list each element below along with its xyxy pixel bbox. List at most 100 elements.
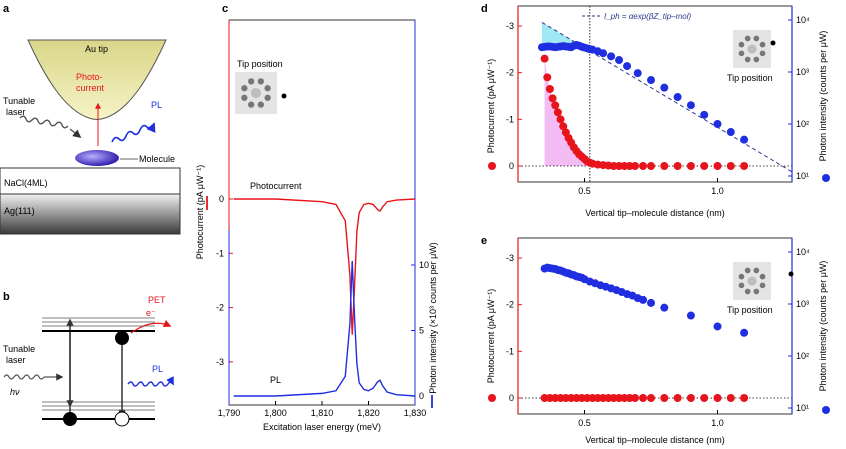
inset-lobe	[257, 101, 264, 108]
d-photon-point	[633, 69, 642, 78]
tip-position-dot	[281, 93, 287, 99]
panel-d-letter: d	[481, 3, 488, 15]
inset-lobe	[753, 267, 760, 274]
inset-lobe	[738, 41, 745, 48]
d-right-axis-legend-dot	[822, 174, 830, 182]
d-xlabel: Vertical tip–molecule distance (nm)	[585, 208, 725, 218]
e-photocurrent-point	[740, 394, 749, 402]
d-photocurrent-point	[631, 162, 640, 170]
inset-lobe	[744, 288, 751, 295]
inset-center	[250, 87, 262, 99]
e-x-tick-label: 1.0	[711, 418, 724, 428]
molecule-label: Molecule	[139, 154, 175, 164]
d-photocurrent-point	[553, 108, 562, 117]
inset-lobe	[759, 41, 766, 48]
ag-substrate	[0, 193, 181, 235]
inset-lobe	[759, 273, 766, 280]
e-photon-point	[639, 295, 648, 304]
d-photon-point	[726, 128, 735, 137]
inset-lobe	[759, 50, 766, 57]
c-x-tick-label: 1,810	[311, 408, 334, 418]
e-photocurrent-point	[647, 394, 656, 402]
d-left-tick-label: -3	[506, 21, 514, 31]
molecule	[75, 150, 119, 166]
c-x-tick-label: 1,820	[357, 408, 380, 418]
hv-label: hν	[10, 387, 20, 397]
photocurrent-label: Photo-	[76, 72, 103, 82]
inset-lobe	[264, 85, 271, 92]
panel-e-letter: e	[481, 235, 487, 247]
panel-c-lines	[233, 198, 416, 397]
photocurrent-label-2: current	[76, 83, 105, 93]
e-photocurrent-point	[673, 394, 682, 402]
c-series-label-pl: PL	[270, 375, 281, 385]
c-right-axis-label: Photon intensity (×10³ counts per μW)	[428, 242, 438, 394]
inset-lobe	[248, 101, 255, 108]
tip-position-dot	[770, 40, 776, 46]
inset-lobe	[753, 35, 760, 42]
inset-lobe	[753, 288, 760, 295]
inset-lobe	[738, 273, 745, 280]
pl-wave-b	[127, 376, 174, 387]
d-right-tick-label: 10⁴	[796, 15, 810, 25]
e-photocurrent-point	[726, 394, 735, 402]
inset-lobe	[738, 50, 745, 57]
panel-e-points	[540, 263, 749, 402]
excited-electron	[115, 331, 129, 345]
pl-wave-a	[111, 122, 156, 143]
e-photon-point	[740, 328, 749, 337]
c-left-tick-label: -2	[216, 303, 224, 313]
d-photon-point	[607, 52, 616, 61]
c-pl-line	[233, 261, 416, 397]
e-left-tick-label: -2	[506, 300, 514, 310]
e-photon-point	[660, 303, 669, 312]
c-xlabel: Excitation laser energy (meV)	[263, 422, 381, 432]
d-photocurrent-point	[639, 162, 648, 170]
tip-position-dot	[788, 271, 794, 277]
panel-c: c Tip position Photocurrent PL -3 -2 -1 0 10…	[195, 3, 438, 432]
d-photon-point	[660, 83, 669, 92]
pet-label: PET	[148, 295, 166, 305]
panel-d-tip-label: Tip position	[727, 73, 773, 83]
d-left-axis-label: Photocurrent (pA μW⁻¹)	[486, 59, 496, 153]
d-photon-point	[740, 135, 749, 144]
inset-lobe	[257, 78, 264, 85]
laser-wave-b	[3, 374, 45, 380]
d-photocurrent-point	[740, 162, 749, 170]
d-photocurrent-point	[726, 162, 735, 170]
e-right-tick-label: 10²	[796, 351, 809, 361]
d-left-axis-legend-dot	[488, 162, 496, 170]
laser-label-b: Tunable	[3, 344, 35, 354]
d-photon-point	[623, 62, 632, 71]
d-photon-point	[615, 56, 624, 65]
e-left-axis-legend-dot	[488, 394, 496, 402]
panel-e-molecule-inset	[733, 262, 794, 300]
e-photon-point	[686, 311, 695, 320]
laser-label-b-2: laser	[6, 355, 26, 365]
electron-label: e⁻	[146, 308, 156, 318]
d-photon-point	[700, 110, 709, 119]
d-photocurrent-point	[551, 101, 560, 110]
d-right-tick-label: 10³	[796, 67, 809, 77]
inset-lobe	[759, 282, 766, 289]
inset-lobe	[241, 94, 248, 101]
d-photon-point	[713, 120, 722, 128]
c-photocurrent-line	[233, 198, 416, 335]
e-photocurrent-point	[660, 394, 669, 402]
inset-lobe	[264, 94, 271, 101]
c-left-tick-label: 0	[219, 194, 224, 204]
e-photocurrent-point	[700, 394, 709, 402]
d-right-tick-label: 10²	[796, 119, 809, 129]
d-photocurrent-area	[544, 58, 598, 166]
panel-c-molecule-inset	[235, 72, 287, 114]
c-x-tick-label: 1,790	[218, 408, 241, 418]
e-left-tick-label: -1	[506, 346, 514, 356]
inset-lobe	[744, 267, 751, 274]
d-photocurrent-point	[686, 162, 695, 170]
panel-e: e -3 -2 -1 0 10⁴ 10³ 10² 10¹ 0.5 1.0 Tip position…	[481, 235, 830, 445]
d-left-tick-label: 0	[509, 161, 514, 171]
d-x-tick-label: 1.0	[711, 186, 724, 196]
panel-b-letter: b	[3, 291, 10, 303]
d-right-axis-label: Photon intensity (counts per μW)	[818, 31, 828, 162]
panel-e-tip-label: Tip position	[727, 305, 773, 315]
